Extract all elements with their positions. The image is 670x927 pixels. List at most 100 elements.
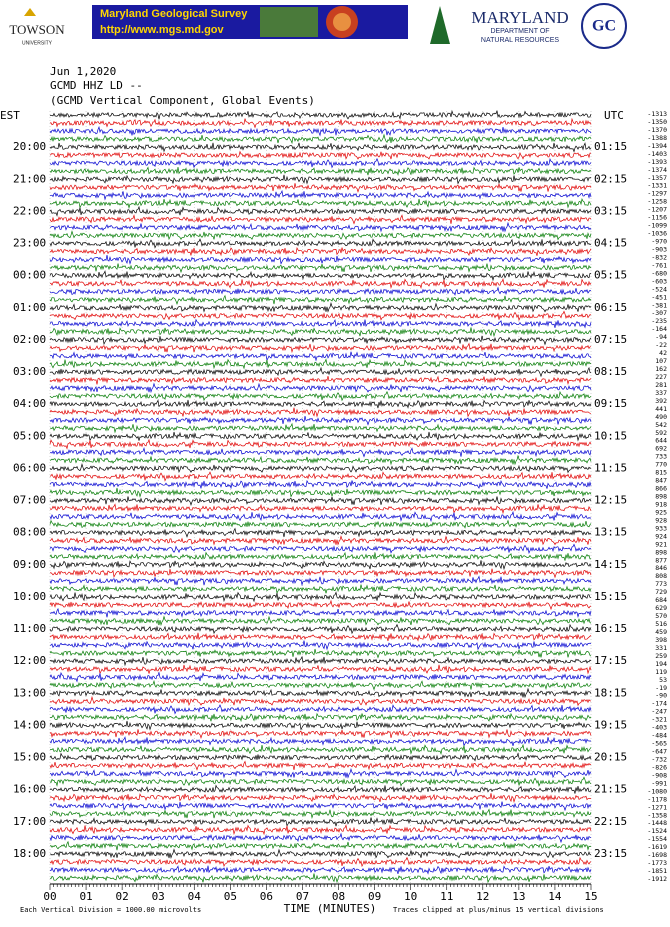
trace [49, 575, 592, 587]
x-tick-label: 11 [440, 890, 453, 903]
trace [49, 655, 592, 667]
trace-offset: 644 [655, 437, 667, 445]
right-time-label: 07:15 [594, 333, 627, 346]
trace [49, 648, 592, 659]
trace [49, 801, 592, 812]
trace [49, 487, 592, 498]
trace-offset: -403 [651, 724, 667, 732]
right-time-label: 10:15 [594, 429, 627, 442]
trace-offset: 815 [655, 469, 667, 477]
trace [49, 157, 592, 169]
trace [49, 736, 592, 747]
trace-offset: -1374 [647, 166, 667, 174]
mgs-url: http://www.mgs.md.gov [100, 24, 225, 36]
trace-offset: -1331 [647, 182, 667, 190]
x-tick-label: 13 [512, 890, 525, 903]
trace-offset: 773 [655, 580, 667, 588]
trace-offset: -1358 [647, 811, 667, 819]
trace [49, 318, 592, 329]
trace-offset: 441 [655, 405, 667, 413]
trace-offset: 877 [655, 556, 667, 564]
left-time-label: 05:00 [13, 429, 46, 442]
left-time-label: 20:00 [13, 140, 46, 153]
right-time-label: 13:15 [594, 526, 627, 539]
trace [49, 784, 592, 794]
x-tick-label: 08 [332, 890, 345, 903]
x-tick-label: 05 [224, 890, 237, 903]
x-tick-label: 07 [296, 890, 309, 903]
left-time-label: 10:00 [13, 590, 46, 603]
trace [49, 535, 592, 546]
trace [49, 230, 592, 241]
trace-offset: 928 [655, 516, 667, 524]
trace-offset: 542 [655, 421, 667, 429]
trace [49, 560, 592, 571]
trace [50, 767, 592, 779]
right-time-label: 18:15 [594, 686, 627, 699]
x-tick-label: 03 [152, 890, 165, 903]
trace-offset: -680 [651, 269, 667, 277]
trace-offset: -832 [651, 253, 667, 261]
right-time-label: 03:15 [594, 204, 627, 217]
x-tick-label: 10 [404, 890, 417, 903]
dnr-name: MARYLAND [471, 8, 568, 27]
left-time-label: 08:00 [13, 526, 46, 539]
right-time-label: 09:15 [594, 397, 627, 410]
left-time-label: 16:00 [13, 783, 46, 796]
right-time-label: 14:15 [594, 558, 627, 571]
trace-offset: -1524 [647, 827, 667, 835]
trace [49, 263, 592, 274]
trace-offset: -826 [651, 763, 667, 771]
trace-offset: -761 [651, 261, 667, 269]
trace-offset: 119 [655, 668, 667, 676]
trace-offset: -732 [651, 755, 667, 763]
trace-offset: 921 [655, 540, 667, 548]
right-time-label: 04:15 [594, 237, 627, 250]
trace-offset: -1393 [647, 158, 667, 166]
x-tick-label: 04 [188, 890, 202, 903]
trace-offset: -1912 [647, 875, 667, 883]
trace [49, 687, 592, 699]
trace-offset: 570 [655, 612, 667, 620]
trace-offset: 733 [655, 453, 667, 461]
right-time-label: 15:15 [594, 590, 627, 603]
trace-offset: 398 [655, 636, 667, 644]
trace [49, 310, 592, 322]
trace-offset: -1350 [647, 118, 667, 126]
trace-offset: -903 [651, 245, 667, 253]
trace-offset: -19 [655, 684, 667, 692]
trace [49, 743, 592, 755]
trace [49, 438, 592, 450]
trace [49, 422, 592, 434]
trace-offset: 933 [655, 524, 667, 532]
trace-offset: -1394 [647, 142, 667, 150]
trace-offset: -1207 [647, 206, 667, 214]
trace [49, 205, 592, 217]
trace-offset: -1178 [647, 795, 667, 803]
trace-offset: 898 [655, 493, 667, 501]
trace-offset: -565 [651, 740, 667, 748]
trace [49, 416, 592, 426]
trace [49, 623, 592, 635]
x-tick-label: 01 [79, 890, 92, 903]
garrett-mark: GC [592, 18, 616, 35]
x-tick-label: 14 [548, 890, 562, 903]
trace-offset: -94 [655, 333, 667, 341]
trace [49, 342, 592, 354]
trace-offset: 898 [655, 548, 667, 556]
trace-offset: -1099 [647, 222, 667, 230]
trace [49, 568, 592, 579]
trace-offset: -164 [651, 325, 667, 333]
trace [49, 198, 592, 210]
trace [49, 431, 592, 442]
trace [49, 150, 591, 160]
trace [49, 519, 592, 529]
trace [49, 454, 592, 466]
trace-offset: -1258 [647, 198, 667, 206]
right-time-label: 17:15 [594, 654, 627, 667]
trace [49, 695, 592, 707]
towson-sub: UNIVERSITY [22, 40, 53, 46]
footer-note: Each Vertical Division = 1000.00 microvo… [20, 906, 201, 914]
trace-offset: -1313 [647, 110, 667, 118]
